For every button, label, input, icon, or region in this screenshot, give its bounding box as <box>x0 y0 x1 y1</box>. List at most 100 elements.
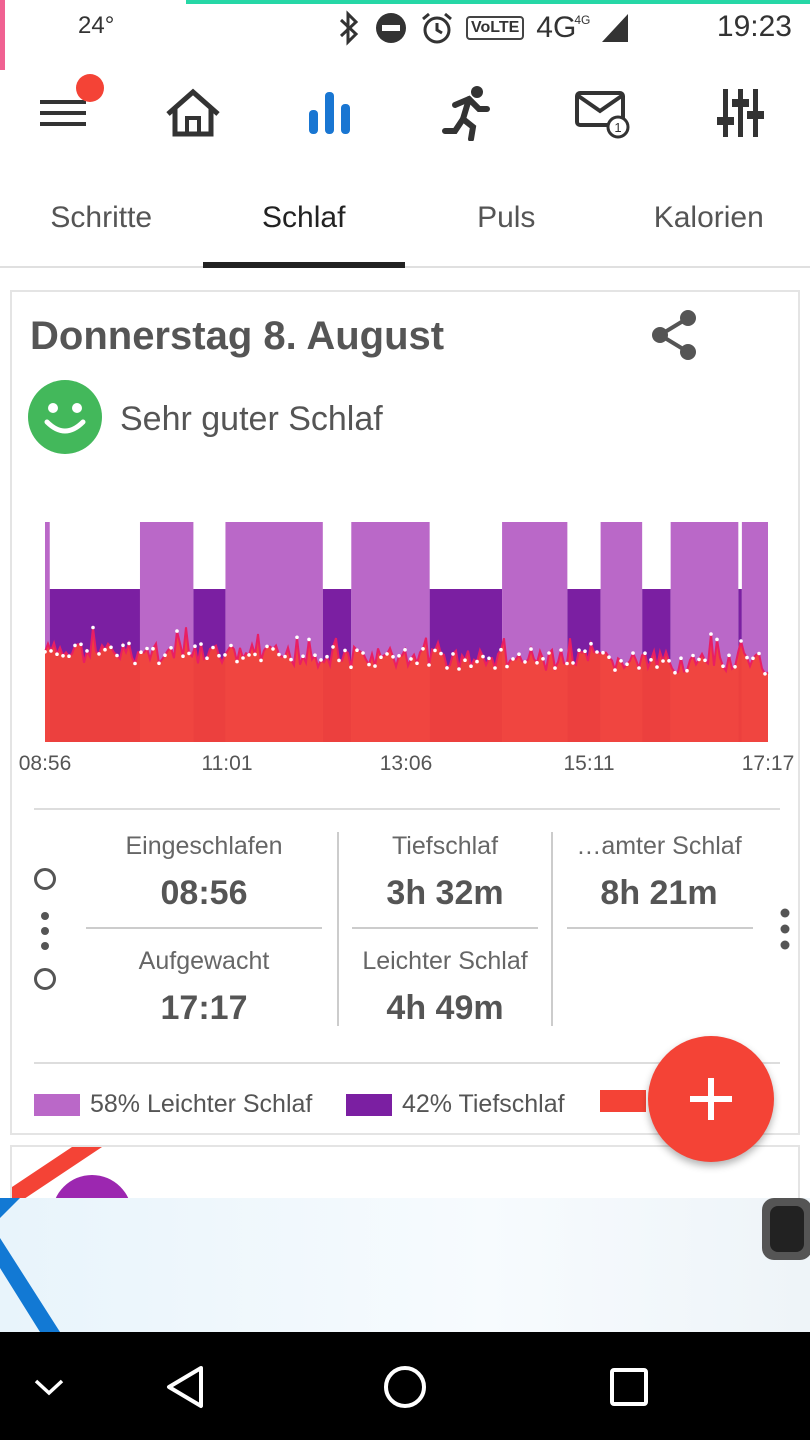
heart-rate-point <box>523 660 527 664</box>
heart-rate-point <box>481 654 485 659</box>
heart-rate-point <box>157 661 161 666</box>
x-tick: 17:17 <box>741 752 795 775</box>
system-nav-bar <box>0 1332 810 1440</box>
heart-rate-point <box>61 654 65 658</box>
sleep-stats: Eingeschlafen 08:56 Aufgewacht 17:17 Tie… <box>12 832 802 1032</box>
heart-rate-point <box>397 654 401 658</box>
menu-button[interactable] <box>28 80 98 146</box>
heart-rate-point <box>271 647 275 651</box>
home-icon <box>166 88 220 137</box>
status-icons: VoLTE 4G 4G <box>336 8 630 48</box>
recents-button[interactable] <box>604 1362 654 1412</box>
heart-rate-point <box>607 655 611 659</box>
heart-rate-point <box>193 644 197 648</box>
heart-rate-point <box>631 651 635 655</box>
heart-rate-point <box>697 657 701 662</box>
new-ribbon-icon <box>12 1147 131 1205</box>
total-sleep-label: …amter Schlaf <box>576 832 742 860</box>
heart-rate-point <box>559 648 563 652</box>
column-divider <box>337 832 339 1026</box>
sleep-quality: Sehr guter Schlaf <box>120 400 383 438</box>
heart-rate-point <box>265 644 269 649</box>
heart-rate-point <box>517 652 521 656</box>
svg-text:1: 1 <box>614 120 621 135</box>
hide-keyboard-button[interactable] <box>24 1362 74 1412</box>
signal-icon <box>602 14 629 42</box>
plus-icon <box>690 1078 732 1120</box>
heart-rate-point <box>475 659 479 664</box>
heart-rate-point <box>343 648 347 653</box>
top-nav: 1 <box>0 60 810 170</box>
statistics-button[interactable] <box>295 80 365 146</box>
tab-bar: Schritte Schlaf Puls Kalorien <box>0 170 810 268</box>
x-tick: 08:56 <box>18 752 72 775</box>
do-not-disturb-icon <box>376 13 406 43</box>
heart-rate-point <box>595 650 599 654</box>
legend-label: 42% Tiefschlaf <box>402 1090 565 1118</box>
alarm-icon <box>422 12 452 44</box>
clock: 19:23 <box>716 10 792 43</box>
deep-sleep-value: 3h 32m <box>386 874 504 912</box>
progress-stripe <box>186 0 810 4</box>
heart-rate-point <box>223 653 227 657</box>
heart-rate-point <box>67 654 71 658</box>
settings-button[interactable] <box>706 80 776 146</box>
heart-rate-point <box>427 663 431 667</box>
heart-rate-point <box>175 629 179 633</box>
heart-rate-point <box>73 643 77 648</box>
running-icon <box>442 86 490 141</box>
add-button[interactable] <box>648 1036 774 1162</box>
heart-rate-point <box>367 662 371 667</box>
timeline-dot <box>41 912 49 920</box>
heart-rate-point <box>433 648 437 653</box>
heart-rate-point <box>43 650 47 654</box>
sleep-report-card[interactable] <box>10 1145 800 1205</box>
heart-rate-point <box>589 641 593 646</box>
tab-steps[interactable]: Schritte <box>50 201 153 234</box>
bluetooth-icon <box>339 10 359 46</box>
heart-rate-point <box>145 646 149 651</box>
home-button[interactable] <box>158 80 228 146</box>
heart-rate-point <box>685 668 689 673</box>
tab-pulse[interactable]: Puls <box>477 201 536 234</box>
share-button[interactable] <box>648 308 702 362</box>
tab-calories[interactable]: Kalorien <box>653 201 764 234</box>
more-options-button[interactable] <box>772 904 798 954</box>
recents-icon <box>610 1368 648 1406</box>
heart-rate-point <box>289 657 293 662</box>
activity-button[interactable] <box>432 80 502 146</box>
heart-rate-point <box>283 654 287 659</box>
heart-rate-point <box>151 646 155 651</box>
heart-rate-point <box>457 667 461 671</box>
legend-light-sleep: 58% Leichter Schlaf <box>34 1090 312 1119</box>
fell-asleep-label: Eingeschlafen <box>125 832 283 860</box>
back-icon <box>167 1366 203 1408</box>
heart-rate-point <box>499 647 503 652</box>
heart-rate-point <box>319 658 323 662</box>
heart-rate-point <box>601 650 605 655</box>
back-button[interactable] <box>160 1362 210 1412</box>
sleep-card: Donnerstag 8. August Sehr guter Schlaf 0… <box>10 290 800 1135</box>
legend-deep-sleep: 42% Tiefschlaf <box>346 1090 565 1119</box>
heart-rate-point <box>613 668 617 672</box>
messages-button[interactable]: 1 <box>568 80 638 146</box>
heart-rate-point <box>391 655 395 659</box>
home-nav-button[interactable] <box>380 1362 430 1412</box>
legend-label: 58% Leichter Schlaf <box>90 1090 313 1118</box>
x-tick: 15:11 <box>563 752 615 775</box>
heart-rate-point <box>313 653 317 657</box>
heart-rate-point <box>109 645 113 650</box>
menu-icon <box>40 100 86 126</box>
heart-rate-point <box>121 643 125 648</box>
smiley-icon <box>28 380 102 454</box>
heart-rate-point <box>79 642 83 647</box>
ad-banner[interactable] <box>0 1198 810 1332</box>
heart-rate-point <box>403 648 407 652</box>
timeline-dot <box>41 927 49 935</box>
fell-asleep-value: 08:56 <box>160 874 248 912</box>
timeline-end-marker <box>34 968 56 990</box>
heart-rate-point <box>301 654 305 658</box>
legend-swatch <box>34 1093 80 1116</box>
tab-sleep[interactable]: Schlaf <box>202 170 406 268</box>
heart-rate-point <box>553 666 557 670</box>
